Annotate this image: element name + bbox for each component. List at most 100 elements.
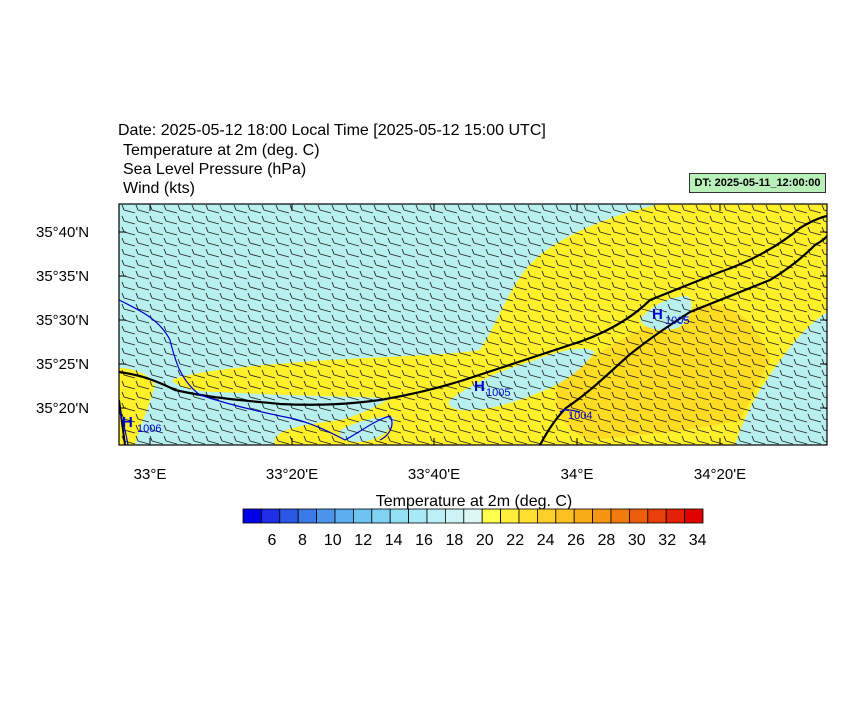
wind-barb [639, 347, 654, 357]
wind-barb [289, 424, 304, 434]
wind-barb [205, 226, 220, 236]
wind-barb [625, 248, 640, 258]
wind-barb [289, 270, 304, 280]
wind-barb [597, 226, 612, 236]
wind-barb [415, 424, 430, 434]
wind-barb [303, 292, 318, 302]
wind-barb [429, 248, 444, 258]
wind-barb [163, 391, 178, 401]
wind-barb [233, 358, 248, 368]
wind-barb [653, 248, 668, 258]
wind-barb [709, 281, 724, 291]
wind-barb [233, 424, 248, 434]
wind-barb [331, 413, 346, 423]
wind-barb [261, 369, 276, 379]
wind-barb [331, 215, 346, 225]
wind-barb [289, 336, 304, 346]
wind-barb [191, 369, 206, 379]
wind-barb [779, 391, 794, 401]
wind-barb [275, 347, 290, 357]
wind-barb [233, 281, 248, 291]
wind-barb [219, 380, 234, 390]
wind-barb [737, 248, 752, 258]
wind-barb [765, 281, 780, 291]
colorbar-swatch [463, 508, 483, 524]
wind-barb [471, 314, 486, 324]
wind-barb [191, 248, 206, 258]
wind-barb [485, 413, 500, 423]
colorbar-swatch [481, 508, 502, 524]
wind-barb [639, 391, 654, 401]
wind-barb [303, 336, 318, 346]
wind-barb [555, 391, 570, 401]
wind-barb [779, 259, 794, 269]
wind-barb [303, 325, 318, 335]
wind-barb [569, 380, 584, 390]
wind-barb [317, 259, 332, 269]
wind-barb [135, 391, 150, 401]
wind-barb [779, 303, 794, 313]
wind-barb [513, 402, 528, 412]
wind-barb [611, 380, 626, 390]
wind-barb [261, 226, 276, 236]
wind-barb [247, 281, 262, 291]
wind-barb [331, 303, 346, 313]
wind-barb [527, 237, 542, 247]
wind-barb [247, 325, 262, 335]
wind-barb [555, 369, 570, 379]
wind-barb [821, 336, 827, 344]
wind-barb [485, 215, 500, 225]
wind-barb [163, 413, 178, 423]
wind-barb [653, 259, 668, 269]
wind-barb [667, 259, 682, 269]
wind-barb [429, 325, 444, 335]
wind-barb [429, 259, 444, 269]
wind-barb [751, 402, 766, 412]
wind-barb [121, 237, 136, 247]
wind-barb [135, 270, 150, 280]
wind-barb [765, 303, 780, 313]
wind-barb [597, 270, 612, 280]
wind-barb [807, 226, 822, 236]
wind-barb [359, 369, 374, 379]
wind-barb [513, 237, 528, 247]
wind-barb [485, 248, 500, 258]
wind-barb [569, 292, 584, 302]
wind-barb [737, 369, 752, 379]
wind-barb [765, 314, 780, 324]
wind-barb [681, 204, 696, 214]
wind-barb [667, 380, 682, 390]
wind-barb [317, 336, 332, 346]
wind-barb [597, 204, 612, 214]
wind-barb [261, 413, 276, 423]
wind-barb [401, 237, 416, 247]
wind-barb [499, 281, 514, 291]
wind-barb [121, 336, 136, 346]
wind-barb [261, 237, 276, 247]
wind-barb [555, 336, 570, 346]
wind-barb [653, 204, 668, 214]
wind-barb [667, 215, 682, 225]
wind-barb [261, 259, 276, 269]
svg-text:1005: 1005 [486, 387, 510, 399]
wind-barb [415, 281, 430, 291]
wind-barb [751, 325, 766, 335]
wind-barb [429, 270, 444, 280]
wind-barb [261, 347, 276, 357]
field-wind-label: Wind (kts) [123, 180, 195, 197]
wind-barb [205, 413, 220, 423]
warmer-region [556, 304, 770, 440]
wind-barb [317, 270, 332, 280]
wind-barb [387, 369, 402, 379]
wind-barb [373, 270, 388, 280]
wind-barb [681, 292, 696, 302]
wind-barb [303, 347, 318, 357]
wind-barb [723, 336, 738, 346]
wind-barb [135, 336, 150, 346]
wind-barb [317, 347, 332, 357]
wind-barb [317, 204, 332, 214]
lon-label: 33°20'E [266, 466, 318, 483]
wind-barb [639, 248, 654, 258]
wind-barb [625, 358, 640, 368]
wind-barb [611, 292, 626, 302]
